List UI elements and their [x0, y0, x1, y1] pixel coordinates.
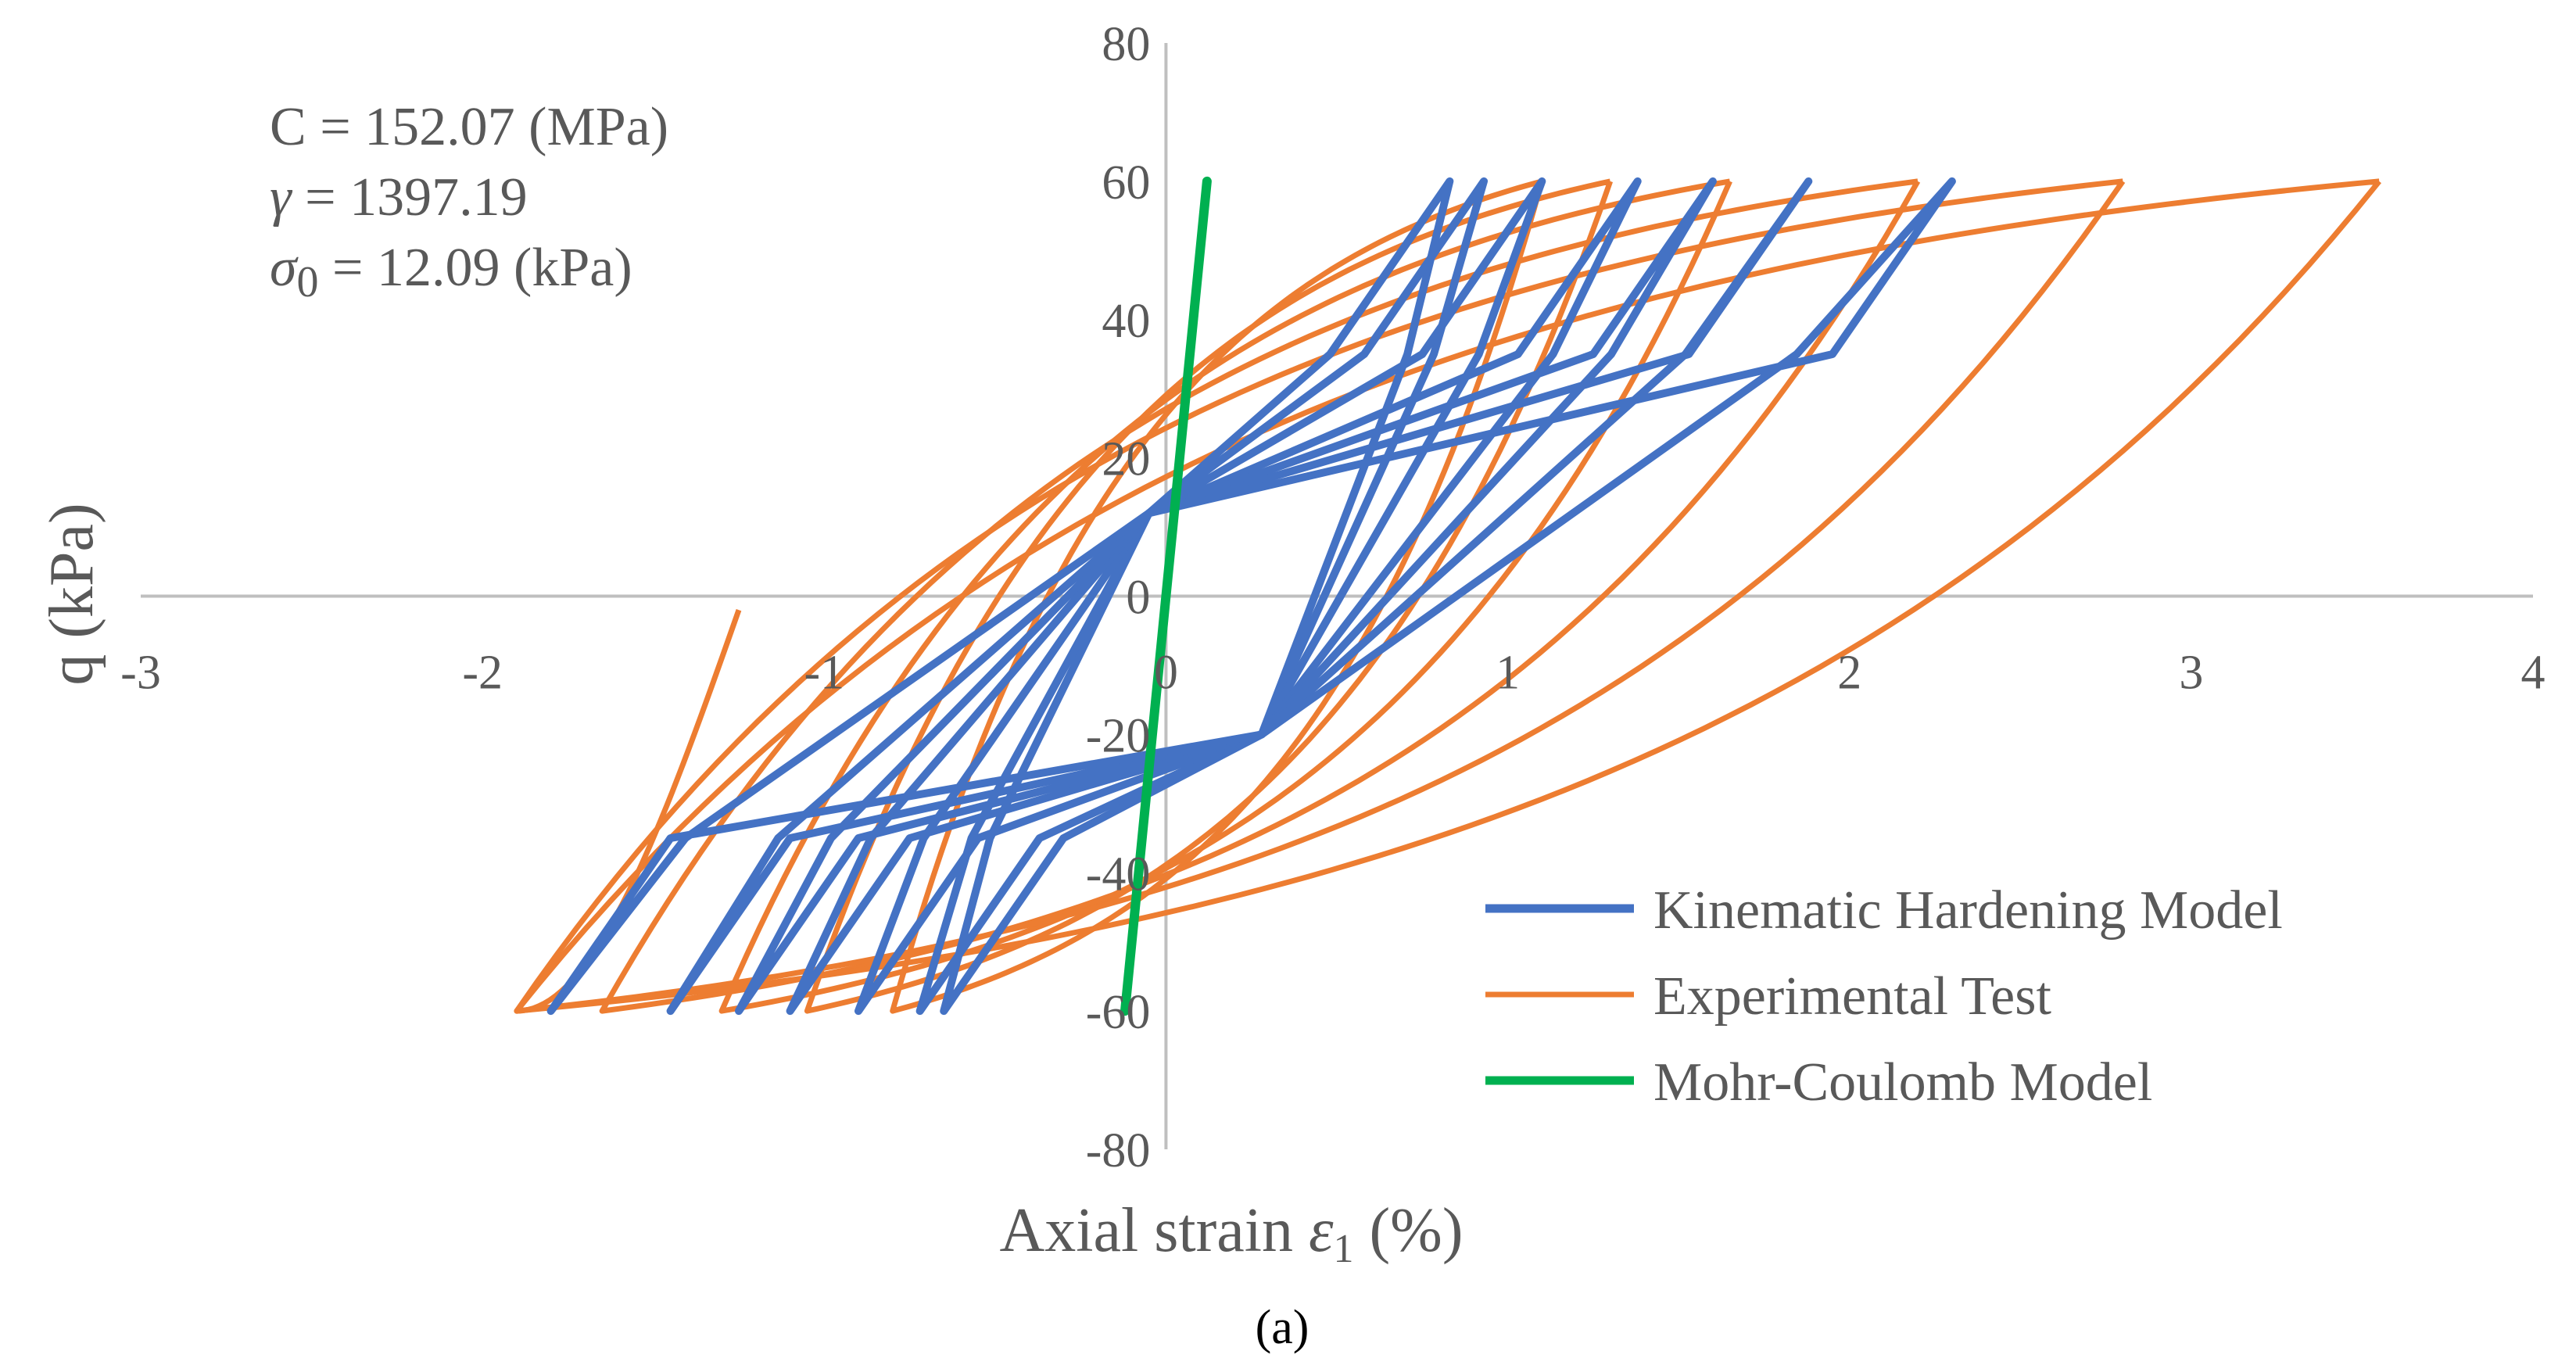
y-tick-label: 0 — [1126, 572, 1150, 625]
kinematic-loop — [915, 177, 1488, 1016]
y-tick-label: 40 — [1102, 295, 1150, 348]
annotation-line-gamma: γ = 1397.19 — [270, 167, 528, 228]
y-tick-label: -20 — [1086, 709, 1151, 762]
y-tick-label: 60 — [1102, 156, 1150, 210]
experimental-loop — [804, 178, 1614, 1014]
legend-label-kinematic: Kinematic Hardening Model — [1653, 880, 2283, 941]
kinematic-loop — [666, 177, 1813, 1016]
kinematic-loop — [735, 177, 1717, 1016]
annotation-line-sigma: σ0 = 12.09 (kPa) — [270, 238, 632, 306]
annotation-line-c: C = 152.07 (MPa) — [270, 97, 668, 157]
x-axis-title: Axial strain ε1 (%) — [1000, 1196, 1464, 1271]
mohr-coulomb-line — [1120, 176, 1212, 1016]
x-tick-label: 4 — [2521, 647, 2546, 700]
legend-label-mohr: Mohr-Coulomb Model — [1653, 1052, 2152, 1113]
parameter-annotation: C = 152.07 (MPa) γ = 1397.19 σ0 = 12.09 … — [270, 97, 668, 306]
legend-label-experimental: Experimental Test — [1653, 966, 2051, 1027]
y-tick-label: 20 — [1102, 433, 1150, 486]
series-layer — [514, 176, 2382, 1016]
kinematic-loop — [940, 177, 1454, 1016]
x-tick-label: -2 — [462, 647, 503, 700]
y-tick-label: 80 — [1102, 18, 1150, 71]
kinematic-loop — [854, 177, 1546, 1016]
y-tick-label: -80 — [1086, 1124, 1151, 1177]
kinematic-loop — [786, 177, 1642, 1016]
legend: Kinematic Hardening Model Experimental T… — [1485, 880, 2283, 1113]
x-tick-label: 3 — [2179, 647, 2203, 700]
x-tick-label: -3 — [120, 647, 161, 700]
experimental-loop — [718, 178, 1732, 1014]
x-tick-label: -1 — [804, 647, 844, 700]
y-tick-label: -60 — [1086, 986, 1151, 1039]
x-tick-label: 0 — [1154, 647, 1178, 700]
y-axis-title: q (kPa) — [38, 503, 106, 685]
experimental-loop — [890, 178, 1545, 1014]
y-tick-label: -40 — [1086, 848, 1151, 901]
x-tick-label: 2 — [1837, 647, 1861, 700]
figure-caption: (a) — [1256, 1301, 1309, 1354]
x-tick-label: 1 — [1496, 647, 1520, 700]
kinematic-loop — [546, 177, 1956, 1016]
